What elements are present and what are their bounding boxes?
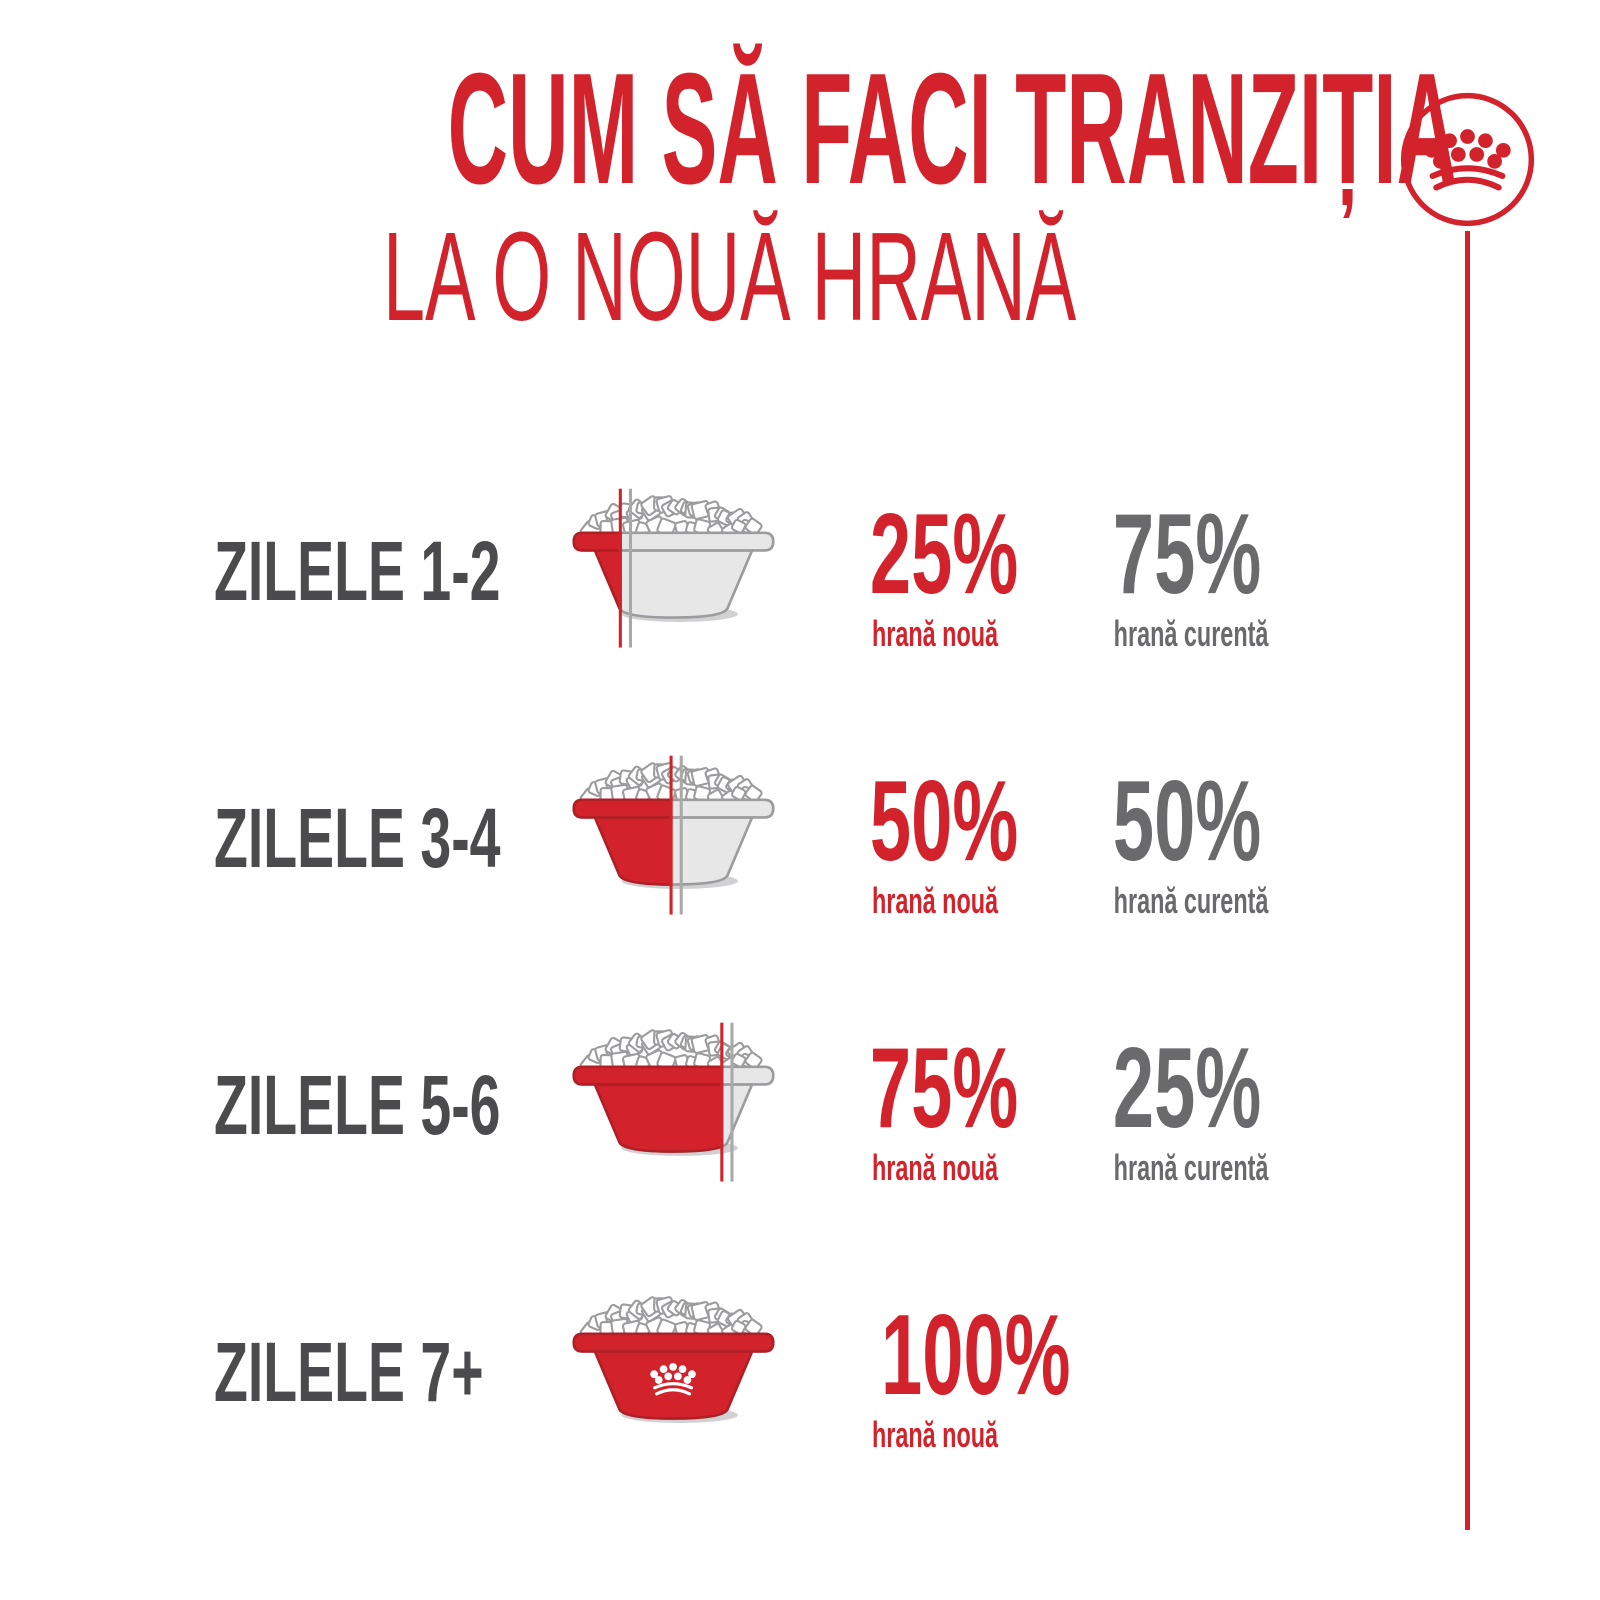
divider-line-red <box>720 1022 724 1182</box>
current-food-percentage: 50% <box>1112 758 1262 885</box>
kibble-pile-icon <box>579 1296 763 1343</box>
new-food-portion <box>572 531 622 613</box>
food-bowl-illustration <box>572 1286 775 1454</box>
divider-line-red <box>669 755 673 915</box>
new-food-cell: 100% hrană nouă <box>830 1292 1071 1455</box>
food-bowl-icon <box>572 1022 775 1182</box>
food-bowl-illustration <box>572 752 775 920</box>
food-bowl-icon <box>572 1296 775 1423</box>
transition-row: ZILELE 3-4 50% hrană nouă 50% hrană cure… <box>0 728 1600 948</box>
current-food-caption: hrană curentă <box>1113 880 1269 921</box>
day-range-label: ZILELE 3-4 <box>214 790 501 885</box>
day-range-label: ZILELE 7+ <box>214 1324 484 1419</box>
page-title: CUM SĂ FACI TRANZIȚIA <box>447 41 1458 217</box>
transition-row: ZILELE 7+ 100% hrană nouă <box>0 1262 1600 1482</box>
current-food-percentage: 75% <box>1112 491 1262 618</box>
new-food-cell: 75% hrană nouă <box>830 1032 1040 1186</box>
day-range-label: ZILELE 1-2 <box>214 523 501 618</box>
crown-icon <box>1424 129 1511 191</box>
new-food-percentage: 25% <box>869 491 1019 618</box>
transition-row: ZILELE 1-2 25% hrană nouă 75% hrană cure… <box>0 461 1600 681</box>
current-food-cell: 50% hrană curentă <box>1072 765 1302 919</box>
new-food-percentage: 75% <box>869 1025 1019 1152</box>
new-food-percentage: 50% <box>869 758 1019 885</box>
new-food-caption: hrană nouă <box>871 1147 999 1188</box>
current-food-percentage: 25% <box>1112 1025 1262 1152</box>
new-food-portion <box>572 1332 775 1420</box>
new-food-portion <box>572 798 673 886</box>
divider-line-red <box>618 488 622 648</box>
food-bowl-illustration <box>572 485 775 653</box>
food-bowl-icon <box>572 755 775 915</box>
page-subtitle: LA O NOUĂ HRANĂ <box>383 206 1077 347</box>
new-food-cell: 50% hrană nouă <box>830 765 1040 919</box>
bowl-body <box>572 531 775 619</box>
new-food-portion <box>572 1065 724 1153</box>
new-food-caption: hrană nouă <box>871 613 999 654</box>
page-title-block: CUM SĂ FACI TRANZIȚIA LA O NOUĂ HRANĂ <box>0 50 1460 340</box>
day-range-label: ZILELE 5-6 <box>214 1057 501 1152</box>
divider-line-gray <box>628 488 633 648</box>
divider-line-gray <box>679 755 683 915</box>
current-food-cell: 25% hrană curentă <box>1072 1032 1302 1186</box>
transition-row: ZILELE 5-6 75% hrană nouă 25% hrană cure… <box>0 995 1600 1215</box>
crown-emblem-icon <box>650 1363 696 1396</box>
new-food-cell: 25% hrană nouă <box>830 498 1040 652</box>
food-bowl-icon <box>572 488 775 648</box>
new-food-caption: hrană nouă <box>871 1414 999 1455</box>
current-food-caption: hrană curentă <box>1113 613 1269 654</box>
divider-line-gray <box>730 1022 734 1182</box>
vertical-accent-line <box>1465 231 1470 1530</box>
royal-canin-crown-logo-icon <box>1400 92 1535 227</box>
food-bowl-illustration <box>572 1019 775 1187</box>
new-food-percentage: 100% <box>881 1292 1071 1419</box>
current-food-cell: 75% hrană curentă <box>1072 498 1302 652</box>
current-food-caption: hrană curentă <box>1113 1147 1269 1188</box>
new-food-caption: hrană nouă <box>871 880 999 921</box>
